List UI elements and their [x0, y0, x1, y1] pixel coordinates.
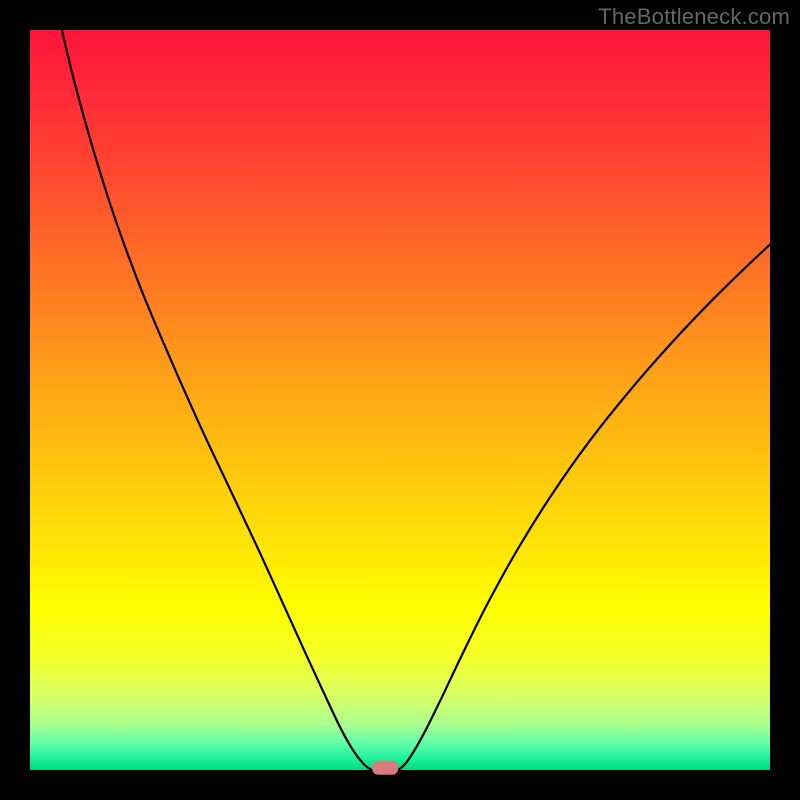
bottleneck-marker [372, 761, 398, 775]
plot-background [30, 30, 770, 770]
bottleneck-chart [0, 0, 800, 800]
watermark-text: TheBottleneck.com [598, 4, 790, 30]
chart-container: TheBottleneck.com [0, 0, 800, 800]
